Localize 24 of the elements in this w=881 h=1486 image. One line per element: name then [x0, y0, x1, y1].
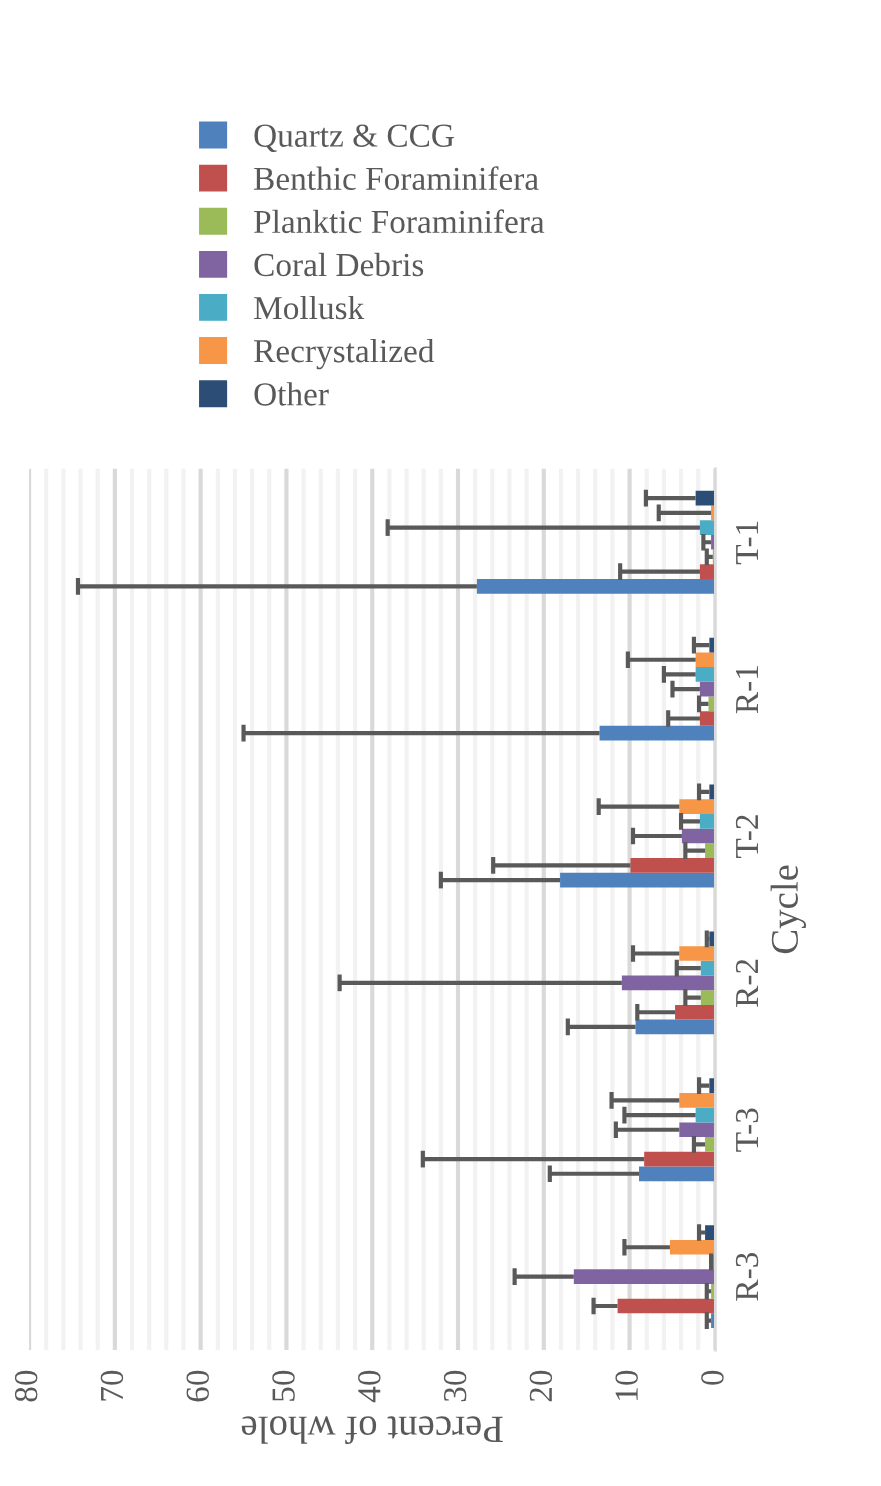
legend-label: Other [254, 382, 329, 406]
x-tick-label: 70 [100, 1370, 124, 1401]
x-tick-label: 20 [529, 1370, 553, 1402]
legend-label: Planktic Foraminifera [254, 209, 545, 234]
legend-label: Quartz & CCG [254, 124, 454, 153]
legend-label: Coral Debris [254, 252, 424, 277]
y-tick-label: R-2 [735, 959, 758, 1007]
x-tick-label: 0 [701, 1370, 724, 1385]
x-tick-label: 50 [272, 1370, 295, 1401]
y-tick-label: T-3 [735, 1108, 759, 1152]
y-tick-label: T-1 [735, 521, 758, 565]
legend-label: Mollusk [254, 295, 365, 320]
y-tick-label: R-3 [735, 1252, 759, 1301]
y-tick-label: R-1 [735, 666, 758, 714]
y-tick-label: T-2 [735, 815, 758, 858]
x-tick-label: 60 [186, 1370, 209, 1402]
x-tick-label: 30 [443, 1370, 467, 1402]
x-tick-label: 10 [615, 1370, 638, 1400]
x-tick-label: 80 [14, 1370, 38, 1402]
y-axis-title: Cycle [770, 865, 806, 954]
x-tick-label: 40 [358, 1370, 381, 1403]
x-axis-title: Percent of whole [241, 1416, 503, 1445]
legend-label: Recrystalized [254, 338, 435, 370]
legend-label: Benthic Foraminifera [254, 166, 539, 191]
